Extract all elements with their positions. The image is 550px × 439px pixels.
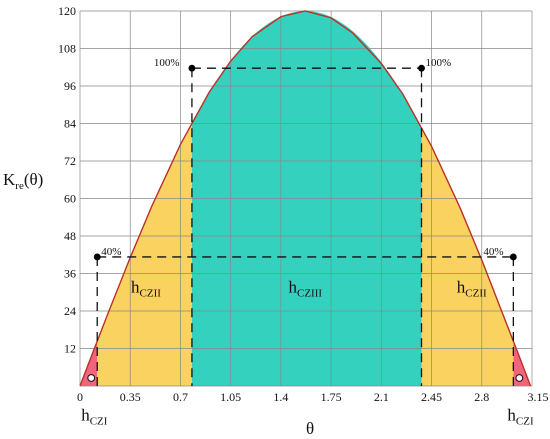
y-tick-label: 120	[58, 4, 76, 18]
threshold-label: 40%	[101, 246, 121, 258]
x-tick-label: 2.45	[421, 390, 442, 404]
x-tick-label: 2.8	[474, 390, 489, 404]
threshold-label: 40%	[483, 246, 503, 258]
threshold-lines: 40% 40% 100% 100%	[87, 57, 524, 386]
x-tick-label: 1.75	[321, 390, 342, 404]
zone-labels: hCZII hCZIII hCZII hCZI hCZI	[81, 277, 534, 427]
threshold-point	[509, 253, 517, 261]
zone-label-left-red: hCZI	[81, 405, 108, 427]
x-axis-title: θ	[306, 419, 314, 438]
x-tick-label: 0.7	[173, 390, 188, 404]
threshold-point	[418, 64, 425, 72]
x-tick-label: 0	[77, 390, 83, 404]
threshold-point	[93, 253, 101, 261]
zone-label-right-red: hCZI	[507, 405, 534, 427]
y-tick-label: 48	[64, 229, 76, 243]
y-tick-label: 60	[64, 192, 76, 206]
y-tick-label: 24	[64, 304, 76, 318]
y-tick-label: 72	[64, 154, 76, 168]
y-axis-title: Kre(θ)	[3, 170, 43, 192]
tick-labels: 0 0.35 0.7 1.05 1.4 1.75 2.1 2.45 2.8 3.15 12 24 36 4…	[58, 4, 549, 404]
zone-label-left-yellow: hCZII	[131, 277, 161, 299]
curve-layer	[79, 10, 532, 387]
x-tick-label: 1.4	[273, 390, 288, 404]
grid	[79, 10, 533, 387]
y-tick-label: 96	[64, 79, 76, 93]
curve-line	[79, 10, 532, 387]
zone-label-right-yellow: hCZII	[457, 277, 487, 299]
threshold-point	[188, 64, 196, 72]
endpoint-marker	[87, 374, 96, 382]
x-tick-label: 1.05	[220, 390, 241, 404]
y-tick-label: 36	[64, 267, 76, 281]
threshold-label: 100%	[426, 57, 452, 69]
x-tick-label: 0.35	[120, 390, 141, 404]
y-tick-label: 84	[64, 117, 76, 131]
threshold-label: 100%	[154, 57, 180, 69]
x-tick-label: 3.15	[528, 390, 549, 404]
y-tick-label: 12	[64, 342, 76, 356]
y-tick-label: 108	[58, 42, 76, 56]
zone-label-teal: hCZIII	[289, 277, 323, 299]
zone-hczii-1	[97, 122, 192, 387]
endpoint-marker	[515, 374, 524, 382]
x-tick-label: 2.1	[374, 390, 389, 404]
zone-hczii-2	[421, 127, 514, 386]
